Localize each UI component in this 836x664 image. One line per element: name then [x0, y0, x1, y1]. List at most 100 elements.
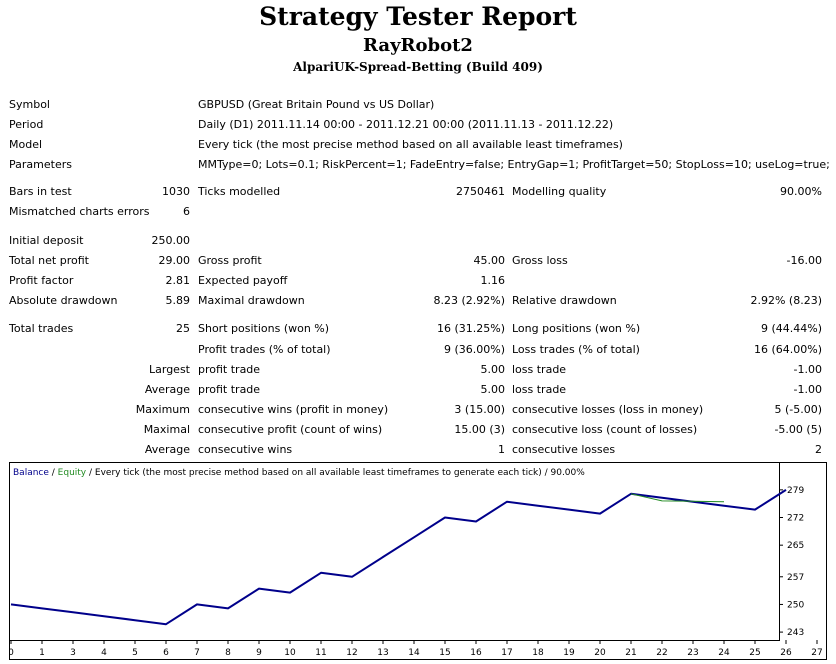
x-tick-label: 15 [439, 648, 450, 658]
average-profit-value: 5.00 [480, 383, 506, 396]
largest-profit-value: 5.00 [480, 363, 506, 376]
maximal-consecutive-loss-label: consecutive loss (count of losses) [512, 423, 698, 436]
x-tick-label: 6 [163, 648, 169, 658]
maximal-drawdown-label: Maximal drawdown [198, 294, 305, 307]
deposit-value: 250.00 [151, 234, 191, 247]
period-label: Period [9, 118, 44, 131]
expected-payoff-label: Expected payoff [198, 274, 288, 287]
y-tick-label: 279 [787, 486, 804, 496]
legend-equity: Equity [58, 468, 87, 478]
largest-loss-value: -1.00 [793, 363, 822, 376]
total-trades-label: Total trades [9, 322, 74, 335]
x-tick-label: 19 [563, 648, 575, 658]
x-tick-label: 11 [315, 648, 326, 658]
x-tick-label: 24 [718, 648, 730, 658]
server-name: AlpariUK-Spread-Betting (Build 409) [293, 60, 543, 74]
equity-line [630, 493, 725, 503]
max-consecutive-wins-value: 3 (15.00) [454, 403, 505, 416]
balance-line [10, 489, 787, 626]
y-tick-label: 243 [787, 628, 804, 638]
average-profit-label: profit trade [198, 383, 261, 396]
net-profit-value: 29.00 [158, 254, 191, 267]
profit-factor-label: Profit factor [9, 274, 74, 287]
x-tick-label: 12 [346, 648, 357, 658]
long-positions-value: 9 (44.44%) [760, 322, 822, 335]
long-positions-label: Long positions (won %) [512, 322, 641, 335]
x-tick-label: 23 [687, 648, 698, 658]
gross-profit-label: Gross profit [198, 254, 262, 267]
largest-label: Largest [149, 363, 190, 376]
quality-label: Modelling quality [512, 185, 607, 198]
ticks-value: 2750461 [456, 185, 505, 198]
balance-chart: Balance / Equity / Every tick (the most … [9, 462, 827, 660]
maximal-consecutive-profit-value: 15.00 (3) [454, 423, 505, 436]
model-value: Every tick (the most precise method base… [198, 138, 623, 151]
relative-drawdown-label: Relative drawdown [512, 294, 617, 307]
maximal-consecutive-loss-value: -5.00 (5) [774, 423, 822, 436]
parameters-label: Parameters [9, 158, 72, 171]
average-label: Average [144, 383, 190, 396]
maximal-label: Maximal [143, 423, 190, 436]
total-trades-value: 25 [176, 322, 190, 335]
avg-consecutive-wins-label: consecutive wins [198, 443, 293, 456]
x-tick-label: 5 [132, 648, 138, 658]
max-consecutive-losses-label: consecutive losses (loss in money) [512, 403, 704, 416]
x-tick-label: 1 [39, 648, 45, 658]
expert-name: RayRobot2 [363, 35, 473, 56]
average-loss-label: loss trade [512, 383, 567, 396]
x-tick-label: 20 [594, 648, 606, 658]
symbol-value: GBPUSD (Great Britain Pound vs US Dollar… [198, 98, 435, 111]
x-tick-label: 4 [101, 648, 107, 658]
x-tick-label: 21 [625, 648, 636, 658]
absolute-drawdown-label: Absolute drawdown [9, 294, 118, 307]
model-label: Model [9, 138, 43, 151]
report-title: Strategy Tester Report [259, 2, 577, 31]
mismatch-label: Mismatched charts errors [9, 205, 150, 218]
gross-loss-value: -16.00 [786, 254, 822, 267]
largest-loss-label: loss trade [512, 363, 567, 376]
x-tick-label: 8 [225, 648, 231, 658]
x-tick-label: 10 [284, 648, 296, 658]
x-tick-label: 22 [656, 648, 667, 658]
relative-drawdown-value: 2.92% (8.23) [750, 294, 822, 307]
loss-trades-label: Loss trades (% of total) [512, 343, 640, 356]
bars-value: 1030 [162, 185, 190, 198]
x-tick-label: 14 [408, 648, 420, 658]
max-consecutive-losses-value: 5 (-5.00) [774, 403, 822, 416]
x-tick-label: 13 [377, 648, 388, 658]
deposit-label: Initial deposit [9, 234, 84, 247]
max-consecutive-wins-label: consecutive wins (profit in money) [198, 403, 389, 416]
avg-consecutive-losses-label: consecutive losses [512, 443, 616, 456]
loss-trades-value: 16 (64.00%) [753, 343, 822, 356]
short-positions-value: 16 (31.25%) [436, 322, 505, 335]
x-tick-label: 7 [194, 648, 200, 658]
average-consecutive-label: Average [144, 443, 190, 456]
maximum-label: Maximum [135, 403, 190, 416]
gross-loss-label: Gross loss [512, 254, 568, 267]
quality-value: 90.00% [780, 185, 822, 198]
legend-description: / Every tick (the most precise method ba… [86, 468, 585, 478]
y-tick-label: 265 [787, 541, 804, 551]
maximal-consecutive-profit-label: consecutive profit (count of wins) [198, 423, 383, 436]
parameters-value: MMType=0; Lots=0.1; RiskPercent=1; FadeE… [198, 158, 830, 171]
net-profit-label: Total net profit [9, 254, 89, 267]
x-tick-label: 27 [811, 648, 822, 658]
legend-balance: Balance [13, 468, 49, 478]
x-tick-label: 17 [501, 648, 512, 658]
profit-trades-value: 9 (36.00%) [443, 343, 505, 356]
ticks-label: Ticks modelled [198, 185, 281, 198]
x-tick-label: 0 [9, 648, 14, 658]
gross-profit-value: 45.00 [473, 254, 506, 267]
mismatch-value: 6 [183, 205, 190, 218]
x-tick-label: 3 [70, 648, 76, 658]
x-tick-label: 18 [532, 648, 544, 658]
y-tick-label: 257 [787, 573, 804, 583]
symbol-label: Symbol [9, 98, 50, 111]
y-tick-label: 250 [787, 600, 804, 610]
largest-profit-label: profit trade [198, 363, 261, 376]
chart-frame [9, 462, 827, 660]
avg-consecutive-losses-value: 2 [815, 443, 822, 456]
period-value: Daily (D1) 2011.11.14 00:00 - 2011.12.21… [198, 118, 614, 131]
expected-payoff-value: 1.16 [480, 274, 506, 287]
absolute-drawdown-value: 5.89 [165, 294, 191, 307]
